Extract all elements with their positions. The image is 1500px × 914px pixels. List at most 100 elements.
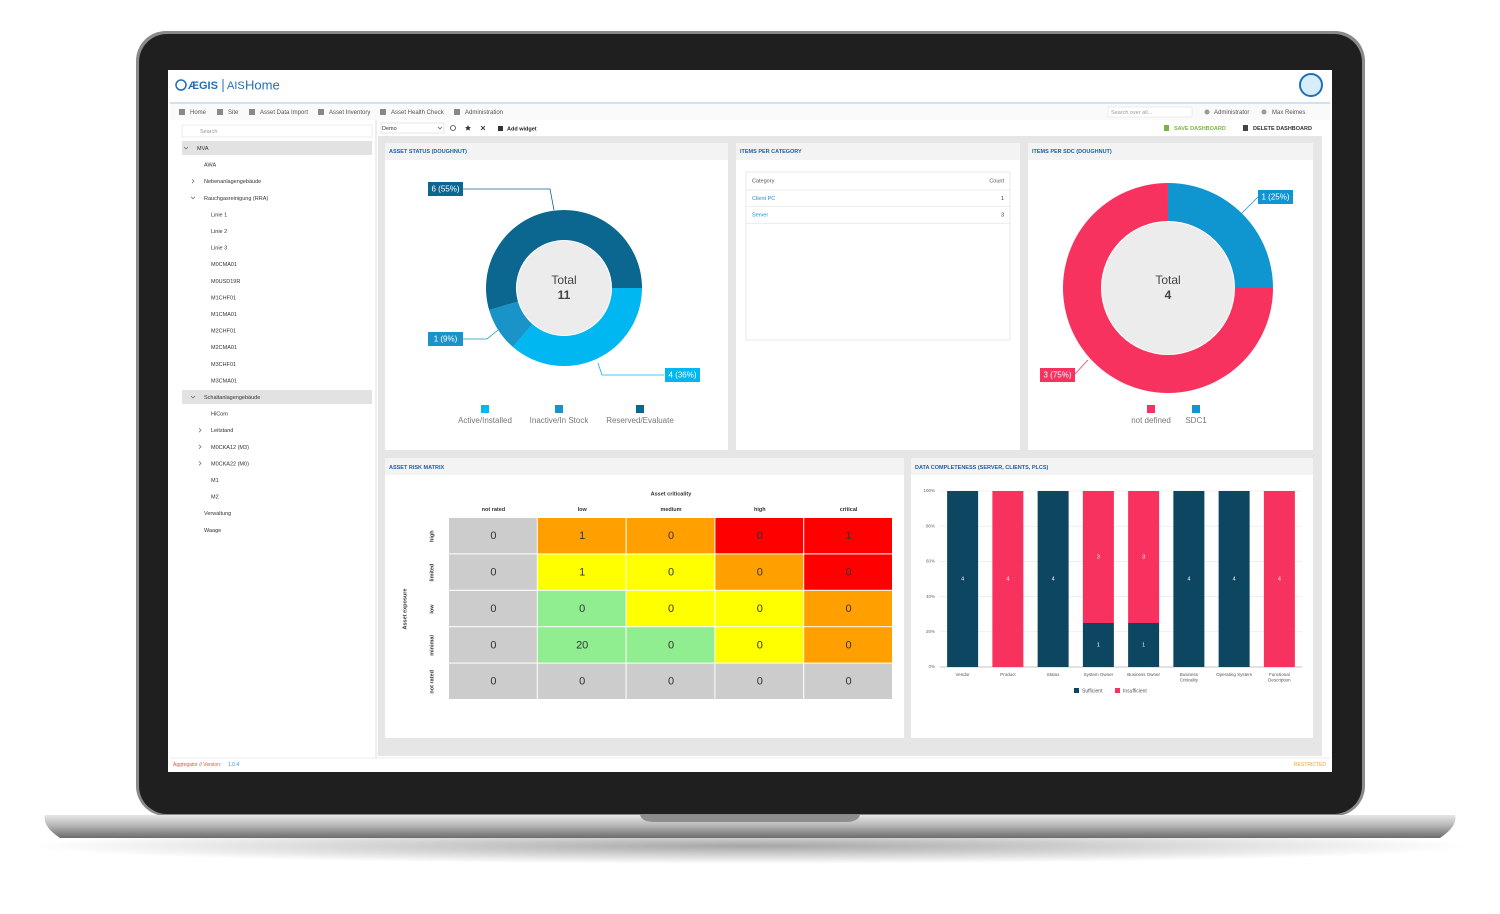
add-widget-icon[interactable]: [498, 126, 503, 131]
widget-title: ITEMS PER CATEGORY: [740, 149, 802, 155]
bar-segment: [1082, 623, 1114, 667]
save-dashboard[interactable]: SAVE DASHBOARD: [1174, 126, 1226, 132]
tree-item[interactable]: M0CKA22 (M0): [211, 461, 249, 467]
value-label-box: [1258, 190, 1293, 204]
widget-header: [385, 143, 728, 160]
tree-row-highlight: [182, 141, 372, 155]
tree-item[interactable]: Leitstand: [211, 428, 233, 434]
widget-header: [911, 458, 1313, 475]
tree-item[interactable]: M3CMA01: [211, 378, 237, 384]
tree-item[interactable]: M0CMA01: [211, 262, 237, 268]
base-notch: [640, 815, 860, 822]
favorite-icon[interactable]: [465, 125, 471, 131]
tree-item[interactable]: Waage: [204, 528, 221, 534]
user-icon: [1261, 109, 1267, 115]
matrix-cell: [715, 554, 804, 590]
cell-value: 0: [846, 639, 852, 651]
delete-icon[interactable]: [1243, 125, 1248, 131]
tree-item[interactable]: M2CHF01: [211, 329, 236, 335]
matrix-cell: [449, 627, 537, 663]
matrix-cell: [804, 518, 892, 554]
cell-value: 0: [846, 676, 852, 688]
bar-value: 4: [1233, 576, 1236, 582]
x-tick-label: Operating System: [1216, 672, 1252, 677]
tree-item[interactable]: Linie 2: [211, 229, 227, 235]
tree-item[interactable]: Verwaltung: [204, 511, 231, 517]
widget-header: [736, 143, 1020, 160]
nav-icon: [179, 109, 185, 115]
tree-item[interactable]: Rauchgasreinigung (RRA): [204, 196, 268, 202]
nav-item[interactable]: Asset Data Import: [260, 110, 308, 116]
leader-line: [462, 329, 499, 340]
category-link[interactable]: Client PC: [752, 196, 775, 202]
sidebar: [170, 120, 376, 758]
bar-segment: [1173, 491, 1205, 667]
expander[interactable]: [198, 444, 202, 450]
legend-label: not defined: [1131, 416, 1171, 425]
cell-value: 0: [579, 676, 585, 688]
tree-item[interactable]: M1CHF01: [211, 295, 236, 301]
tree-item[interactable]: M2: [211, 495, 219, 501]
save-icon[interactable]: [1164, 125, 1169, 131]
dashboard-select[interactable]: [380, 122, 445, 134]
legend-label: Active/Installed: [458, 416, 512, 425]
matrix-cell: [537, 590, 626, 627]
tree-item[interactable]: M1: [211, 478, 219, 484]
matrix-cell: [804, 590, 892, 627]
y-tick-label: 80%: [926, 523, 935, 528]
search-placeholder[interactable]: Search: [200, 129, 217, 135]
tree-item[interactable]: HiCom: [211, 412, 228, 418]
search-placeholder[interactable]: Search over all...: [1111, 110, 1153, 116]
tree-item[interactable]: AWA: [204, 163, 216, 169]
user-role[interactable]: Administrator: [1214, 110, 1249, 116]
cell-value: 0: [757, 567, 763, 579]
expander[interactable]: [191, 178, 195, 184]
bar-segment: [947, 491, 979, 667]
dashboard-name[interactable]: Demo: [382, 126, 397, 132]
tree-item[interactable]: Linie 3: [211, 246, 227, 252]
sidebar-search[interactable]: [181, 124, 373, 138]
cell-value: 20: [576, 639, 588, 651]
tree-item[interactable]: M3CHF01: [211, 362, 236, 368]
search-box[interactable]: [1107, 106, 1193, 118]
tree-item[interactable]: Nebenanlagengebäude: [204, 179, 261, 185]
x-tick-label: System Owner: [1084, 672, 1114, 677]
tree-item[interactable]: M0USD19R: [211, 279, 240, 285]
expander[interactable]: [190, 395, 196, 399]
brand: ÆGIS: [188, 80, 218, 92]
expander[interactable]: [198, 427, 202, 433]
value-label-box: [1040, 368, 1075, 382]
widget-header: [385, 458, 904, 475]
matrix-cell: [804, 554, 892, 590]
nav-item[interactable]: Site: [228, 110, 239, 116]
cell-value: 0: [490, 676, 496, 688]
matrix-cell: [804, 627, 892, 663]
nav-item[interactable]: Asset Inventory: [329, 110, 370, 116]
tree-item[interactable]: Schaltanlagengebäude: [204, 395, 260, 401]
tree-item[interactable]: M1CMA01: [211, 312, 237, 318]
category-link[interactable]: Server: [752, 213, 768, 219]
value-label-box: [428, 332, 463, 346]
user-name[interactable]: Max Reimes: [1272, 110, 1305, 116]
delete-dashboard[interactable]: DELETE DASHBOARD: [1253, 126, 1312, 132]
nav-item[interactable]: Administration: [465, 110, 503, 116]
user-icon: [1204, 109, 1210, 115]
expander[interactable]: [190, 196, 196, 200]
tree-item[interactable]: M2CMA01: [211, 345, 237, 351]
laptop-base: [44, 815, 1456, 838]
tree-item[interactable]: Linie 1: [211, 212, 227, 218]
bar-segment: [1218, 491, 1250, 667]
tree-item[interactable]: M0CKA12 (M3): [211, 445, 249, 451]
nav-item[interactable]: Asset Health Check: [391, 110, 445, 116]
nav-icon: [249, 109, 255, 115]
bar-value: 3: [1097, 554, 1100, 560]
expander[interactable]: [198, 461, 202, 466]
add-widget[interactable]: Add widget: [507, 126, 537, 132]
close-icon[interactable]: [480, 125, 486, 131]
doughnut-slice: [485, 209, 642, 310]
expander[interactable]: [183, 146, 189, 150]
tree-item[interactable]: MVA: [197, 146, 209, 152]
refresh-icon[interactable]: [450, 125, 456, 131]
nav-item[interactable]: Home: [190, 110, 207, 116]
